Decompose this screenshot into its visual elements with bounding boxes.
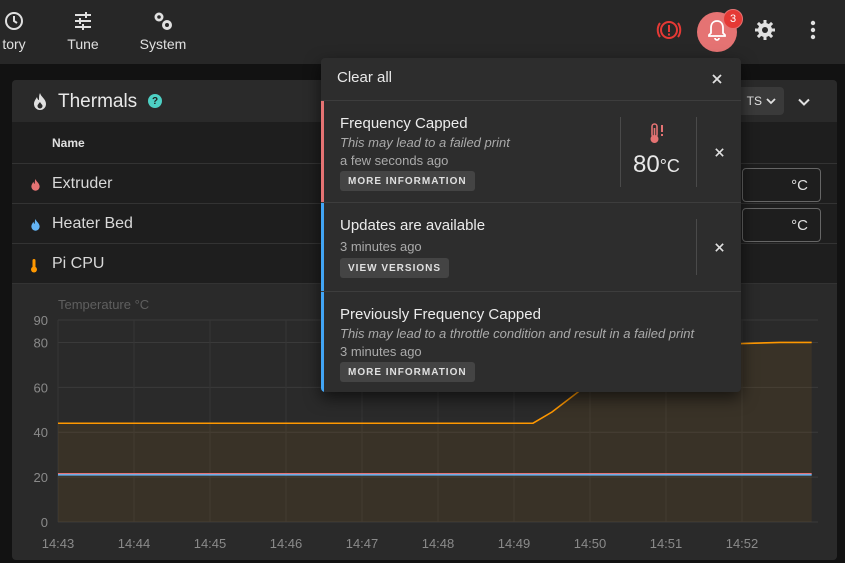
chevron-down-icon — [798, 93, 810, 111]
notifications-popup-header: Clear all — [321, 58, 741, 101]
presets-label: TS — [746, 94, 762, 108]
extruder-target-input[interactable]: °C — [742, 168, 821, 202]
y-tick-label: 90 — [34, 313, 48, 328]
history-icon — [3, 8, 25, 34]
view-versions-button[interactable]: VIEW VERSIONS — [340, 258, 450, 278]
y-tick-label: 40 — [34, 425, 48, 440]
heater-name: Heater Bed — [52, 215, 133, 232]
nav-history-label: tory — [2, 36, 26, 52]
close-icon — [714, 242, 724, 252]
x-tick-label: 14:50 — [574, 536, 607, 551]
nav-system-button[interactable]: System — [134, 8, 192, 56]
fire-icon — [30, 178, 41, 196]
notification-title: Updates are available — [340, 217, 486, 234]
thermals-title: Thermals — [58, 91, 138, 112]
thermometer-icon — [30, 258, 38, 278]
notification-updates-available: Updates are available 3 minutes ago VIEW… — [321, 203, 741, 292]
notification-time: a few seconds ago — [340, 153, 449, 168]
nav-history-button[interactable]: tory — [0, 8, 36, 56]
heater-bed-target-input[interactable]: °C — [742, 208, 821, 242]
close-popup-button[interactable] — [707, 69, 727, 89]
close-icon — [712, 74, 722, 84]
notifications-button[interactable]: 3 — [697, 9, 743, 52]
target-unit: °C — [791, 177, 808, 194]
y-tick-label: 60 — [34, 380, 48, 395]
notification-severity-bar — [321, 101, 324, 202]
notification-description: This may lead to a throttle condition an… — [340, 326, 695, 341]
notification-title: Previously Frequency Capped — [340, 306, 541, 323]
heater-name: Extruder — [52, 175, 113, 192]
y-axis-label: Temperature °C — [58, 297, 149, 312]
x-tick-label: 14:44 — [118, 536, 151, 551]
cogs-icon — [151, 8, 175, 34]
tune-icon — [72, 8, 94, 34]
dismiss-notification-button[interactable] — [709, 237, 729, 257]
help-icon[interactable]: ? — [148, 94, 162, 108]
bell-icon — [707, 19, 727, 46]
y-tick-label: 0 — [41, 515, 48, 530]
fire-icon — [32, 92, 48, 115]
notification-severity-bar — [321, 203, 324, 291]
target-unit: °C — [791, 217, 808, 234]
chevron-down-icon — [766, 94, 776, 108]
x-tick-label: 14:46 — [270, 536, 303, 551]
name-column-header: Name — [52, 136, 85, 150]
nav-tune-label: Tune — [67, 36, 99, 52]
cpu-temperature-value: 80°C — [633, 151, 680, 178]
nav-tune-button[interactable]: Tune — [60, 8, 106, 56]
thermometer-alert-icon — [648, 123, 666, 150]
notification-frequency-capped: Frequency Capped This may lead to a fail… — [321, 101, 741, 203]
x-tick-label: 14:43 — [42, 536, 75, 551]
more-menu-button[interactable] — [793, 12, 833, 52]
notification-time: 3 minutes ago — [340, 239, 422, 254]
x-tick-label: 14:45 — [194, 536, 227, 551]
fire-icon — [30, 218, 41, 236]
notification-time: 3 minutes ago — [340, 344, 422, 359]
app-bar: tory Tune System 3 — [0, 0, 845, 64]
y-tick-label: 80 — [34, 335, 48, 350]
more-information-button[interactable]: MORE INFORMATION — [340, 171, 475, 191]
more-information-button[interactable]: MORE INFORMATION — [340, 362, 475, 382]
more-vert-icon — [810, 20, 816, 45]
collapse-card-button[interactable] — [792, 90, 816, 114]
x-tick-label: 14:52 — [726, 536, 759, 551]
settings-button[interactable] — [745, 12, 785, 52]
throttle-warning-icon — [656, 19, 682, 46]
dismiss-notification-button[interactable] — [709, 142, 729, 162]
throttle-warning-button[interactable] — [649, 12, 689, 52]
nav-system-label: System — [139, 36, 187, 52]
gear-icon — [753, 18, 777, 47]
notification-severity-bar — [321, 292, 324, 392]
notification-previously-frequency-capped: Previously Frequency Capped This may lea… — [321, 292, 741, 392]
x-tick-label: 14:47 — [346, 536, 379, 551]
x-tick-label: 14:51 — [650, 536, 683, 551]
clear-all-button[interactable]: Clear all — [337, 69, 393, 86]
y-tick-label: 20 — [34, 470, 48, 485]
notification-count-badge: 3 — [723, 9, 743, 29]
sensor-name: Pi CPU — [52, 255, 105, 272]
close-icon — [714, 147, 724, 157]
x-tick-label: 14:48 — [422, 536, 455, 551]
notification-description: This may lead to a failed print — [340, 135, 510, 150]
notification-title: Frequency Capped — [340, 115, 468, 132]
x-tick-label: 14:49 — [498, 536, 531, 551]
notifications-popup: Clear all Frequency Capped This may lead… — [321, 58, 741, 392]
